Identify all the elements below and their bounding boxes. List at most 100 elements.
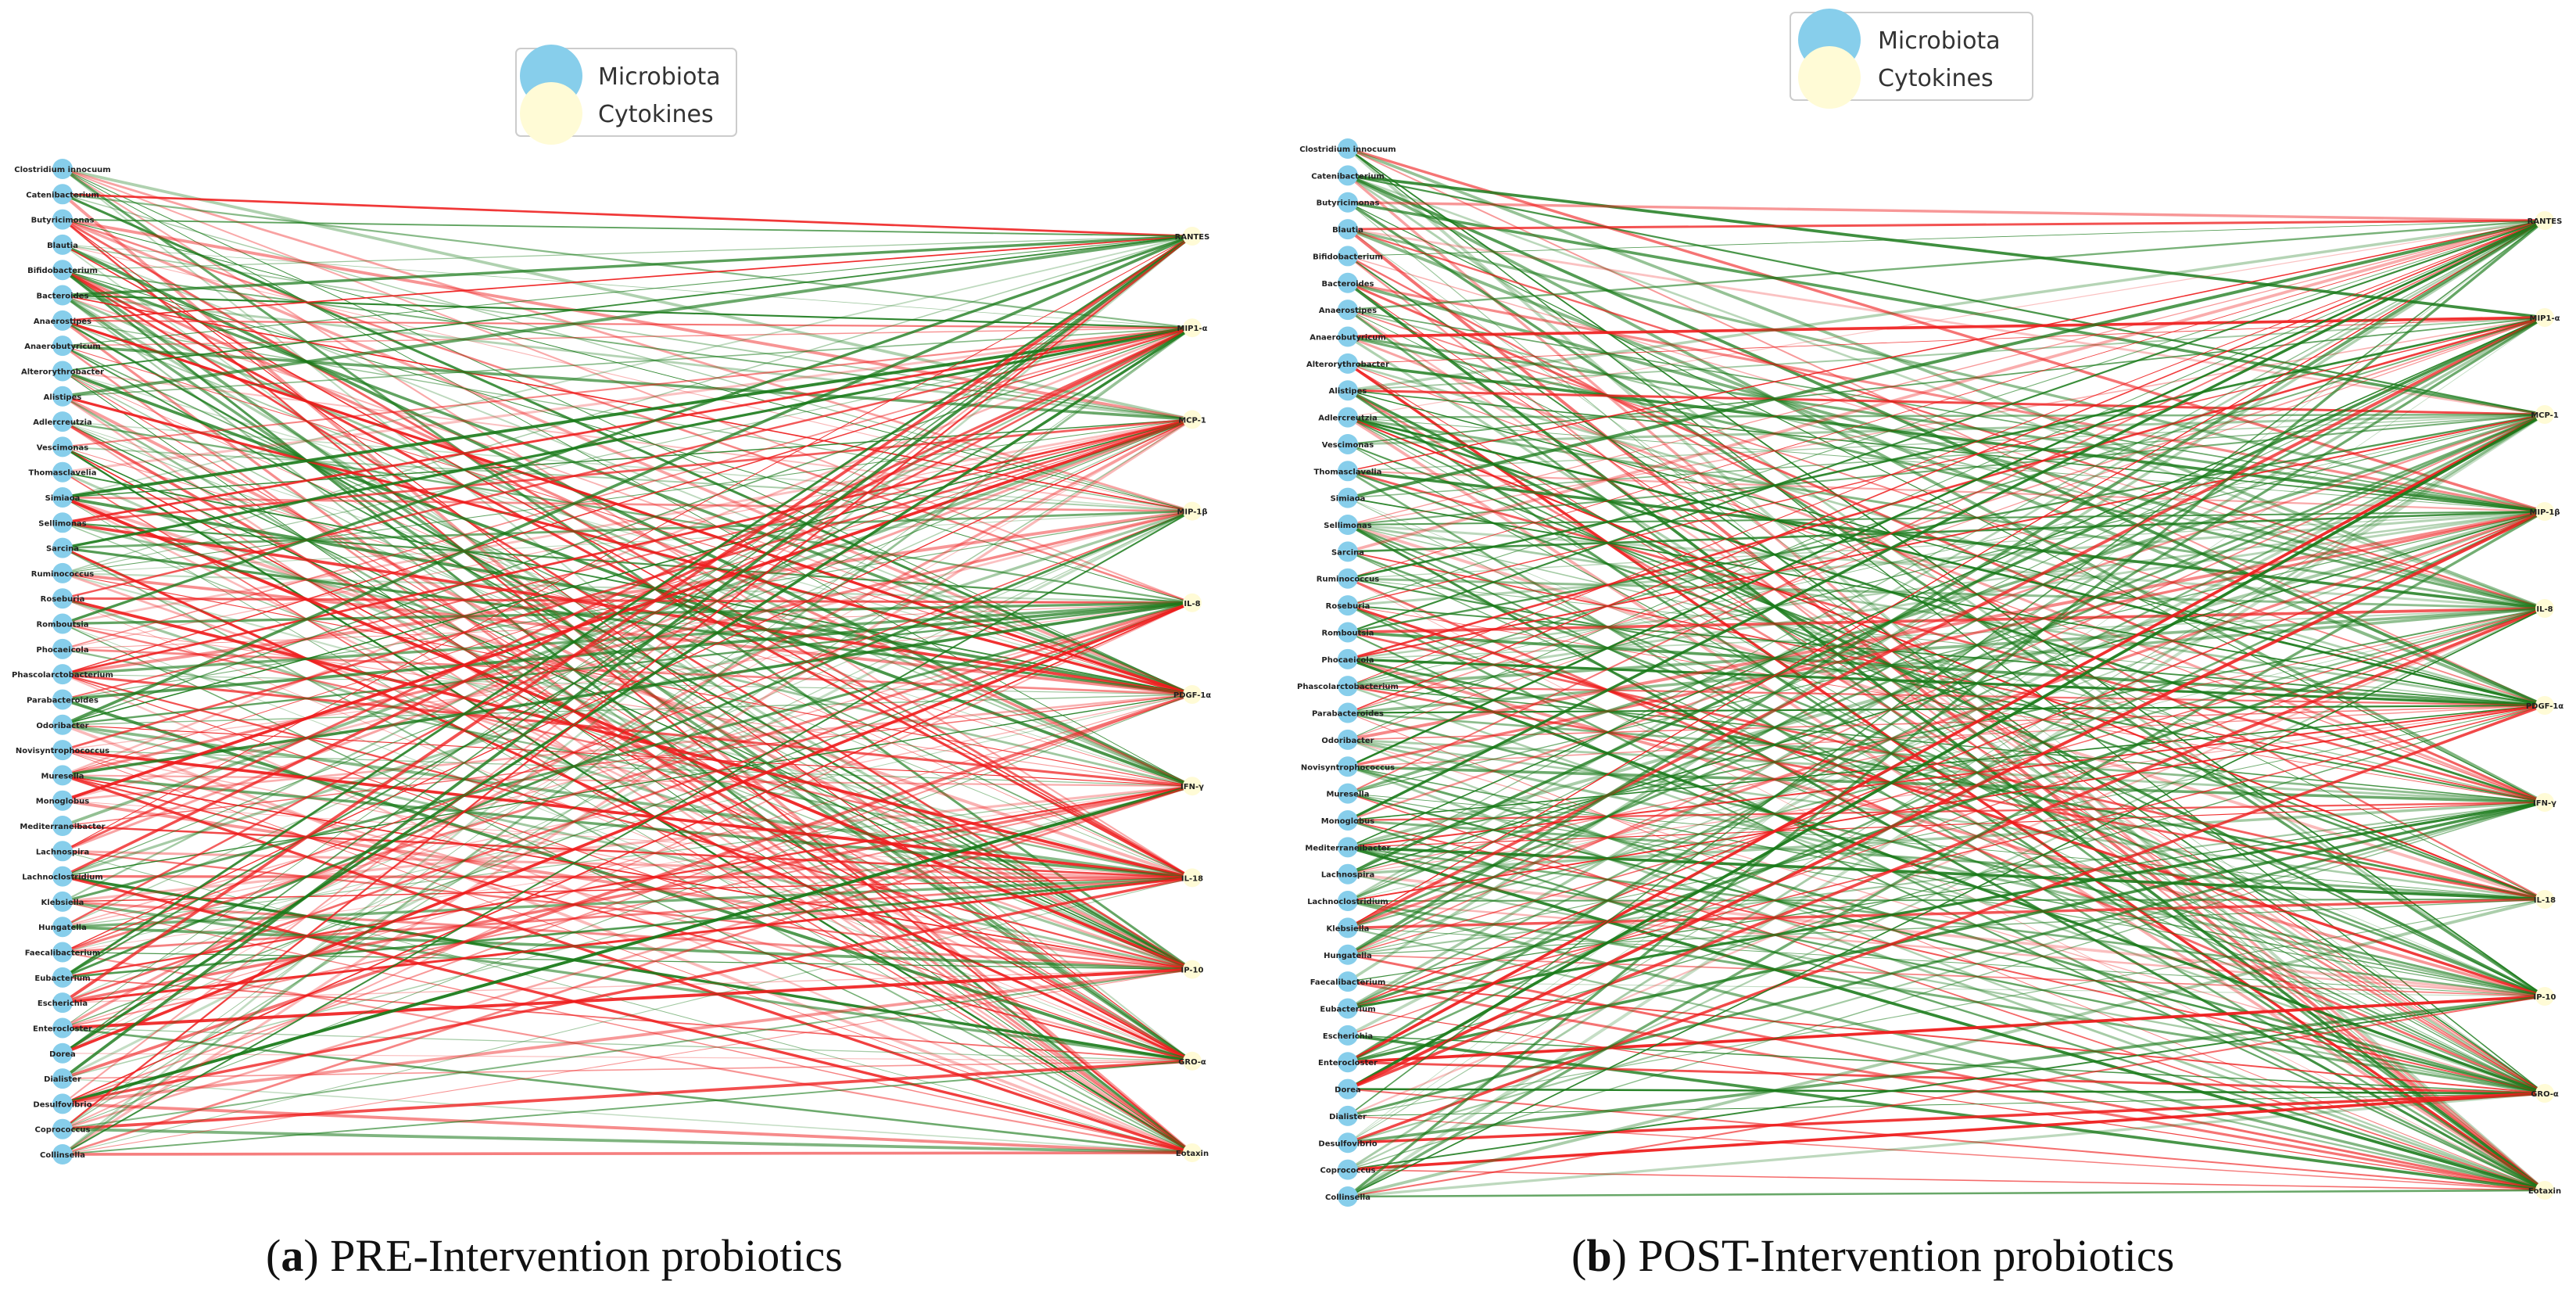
cytokine-node-marker	[2535, 405, 2554, 424]
microbiota-node-label: Blautia	[47, 242, 78, 250]
microbiota-node: Anaerobutyricum	[24, 336, 101, 357]
correlation-edge	[1347, 413, 2546, 633]
microbiota-node-label: Clostridium innocuum	[14, 166, 110, 174]
correlation-edge	[62, 235, 1193, 271]
correlation-edge	[1347, 510, 2546, 687]
correlation-edge	[62, 785, 1193, 953]
correlation-edge	[1347, 174, 2546, 319]
microbiota-node: Escherichia	[1323, 1024, 1373, 1046]
correlation-edge	[62, 601, 1193, 954]
cytokine-node: IP-10	[1181, 960, 1204, 979]
microbiota-node: Novisyntrophococcus	[16, 740, 109, 761]
microbiota-node: Phascolarctobacterium	[1297, 676, 1399, 697]
correlation-edge	[62, 235, 1193, 1130]
microbiota-node-label: Hungatella	[1324, 952, 1372, 960]
correlation-edge	[1347, 389, 2546, 1095]
correlation-edge	[62, 327, 1193, 574]
correlation-edge	[1347, 705, 2546, 821]
microbiota-node-label: Odoribacter	[36, 722, 88, 730]
microbiota-node-marker	[52, 765, 73, 786]
microbiota-node-marker	[52, 260, 73, 281]
correlation-edge	[62, 244, 1193, 328]
correlation-edge	[62, 510, 1193, 1155]
microbiota-node-label: Simiaoa	[45, 494, 81, 503]
cytokine-node-label: MIP1-α	[2530, 314, 2560, 323]
cytokine-node-marker	[2535, 502, 2554, 521]
correlation-edge	[62, 510, 1193, 979]
microbiota-node-marker	[1338, 219, 1358, 240]
correlation-edge	[62, 235, 1193, 1054]
microbiota-node: Blautia	[47, 234, 78, 255]
correlation-edge	[1347, 510, 2546, 1064]
microbiota-node: Anaerostipes	[1319, 300, 1377, 321]
microbiota-node-marker	[52, 891, 73, 912]
correlation-edge	[1347, 219, 2546, 902]
microbiota-node-marker	[1338, 595, 1358, 616]
correlation-edge	[62, 694, 1193, 928]
correlation-edge	[62, 967, 1193, 1106]
microbiota-node-marker	[52, 1118, 73, 1139]
correlation-edge	[1346, 219, 2546, 956]
correlation-edge	[62, 326, 1193, 852]
microbiota-node-marker	[52, 537, 73, 558]
correlation-edge	[1347, 219, 2546, 554]
correlation-edge	[62, 235, 1193, 1156]
cytokine-node-label: IL-18	[2534, 896, 2556, 905]
microbiota-node-marker	[52, 664, 73, 685]
correlation-edge	[62, 327, 1193, 1156]
correlation-edge	[62, 547, 1193, 1063]
correlation-edge	[1347, 605, 2546, 803]
correlation-edge	[62, 420, 1193, 1063]
correlation-edge	[1347, 704, 2546, 849]
correlation-edge	[62, 597, 1193, 1062]
correlation-edge	[62, 623, 1193, 1062]
correlation-edge	[62, 849, 1193, 879]
correlation-edge	[62, 418, 1193, 1130]
microbiota-node: Anaerobutyricum	[1309, 326, 1386, 347]
correlation-edge	[62, 418, 1193, 776]
correlation-edge	[62, 724, 1193, 787]
correlation-edge	[1347, 219, 2546, 500]
microbiota-node-marker	[52, 336, 73, 357]
correlation-edge	[62, 344, 1193, 422]
correlation-edge	[62, 969, 1193, 1155]
correlation-edge	[1347, 658, 2546, 998]
microbiota-node-label: Bacteroides	[1322, 280, 1374, 289]
microbiota-node-marker	[1338, 837, 1358, 858]
microbiota-node-marker	[1338, 515, 1358, 536]
correlation-edge	[1347, 551, 2546, 803]
cytokine-node-marker	[1183, 960, 1202, 979]
correlation-edge	[1347, 1115, 2546, 1191]
nodes-panel-a: Clostridium innocuum Catenibacterium Butyr…	[12, 159, 1211, 1164]
correlation-edge	[1347, 607, 2546, 1010]
correlation-edge	[62, 510, 1193, 953]
cytokine-node-marker	[1183, 227, 1202, 246]
correlation-edge	[62, 876, 1193, 1106]
correlation-edge	[62, 694, 1193, 726]
microbiota-node-label: Phocaeicola	[1321, 656, 1374, 665]
correlation-edge	[62, 850, 1193, 971]
correlation-edge	[62, 370, 1193, 1062]
correlation-edge	[1347, 316, 2546, 580]
correlation-edge	[1347, 608, 2546, 875]
cytokine-node: Eotaxin	[1176, 1143, 1209, 1162]
cytokine-node-marker	[1183, 318, 1202, 338]
correlation-edge	[62, 269, 1193, 1154]
correlation-edge	[1347, 899, 2546, 1095]
microbiota-node-marker	[1338, 407, 1358, 428]
microbiota-node-label: Collinsella	[40, 1151, 85, 1160]
microbiota-node-marker	[1338, 891, 1358, 912]
correlation-edge	[62, 218, 1193, 237]
correlation-edge	[1347, 898, 2546, 902]
correlation-edge	[62, 874, 1193, 1063]
correlation-edge	[62, 235, 1193, 297]
microbiota-node: Catenibacterium	[1311, 165, 1385, 186]
cytokine-node-label: IL-8	[1184, 600, 1200, 608]
correlation-edge	[1347, 685, 2546, 803]
microbiota-node: Eubacterium	[34, 967, 91, 988]
correlation-edge	[62, 326, 1193, 499]
correlation-edge	[62, 421, 1193, 878]
correlation-edge	[1347, 497, 2546, 706]
correlation-edge	[62, 1053, 1193, 1062]
correlation-edge	[62, 497, 1193, 1154]
